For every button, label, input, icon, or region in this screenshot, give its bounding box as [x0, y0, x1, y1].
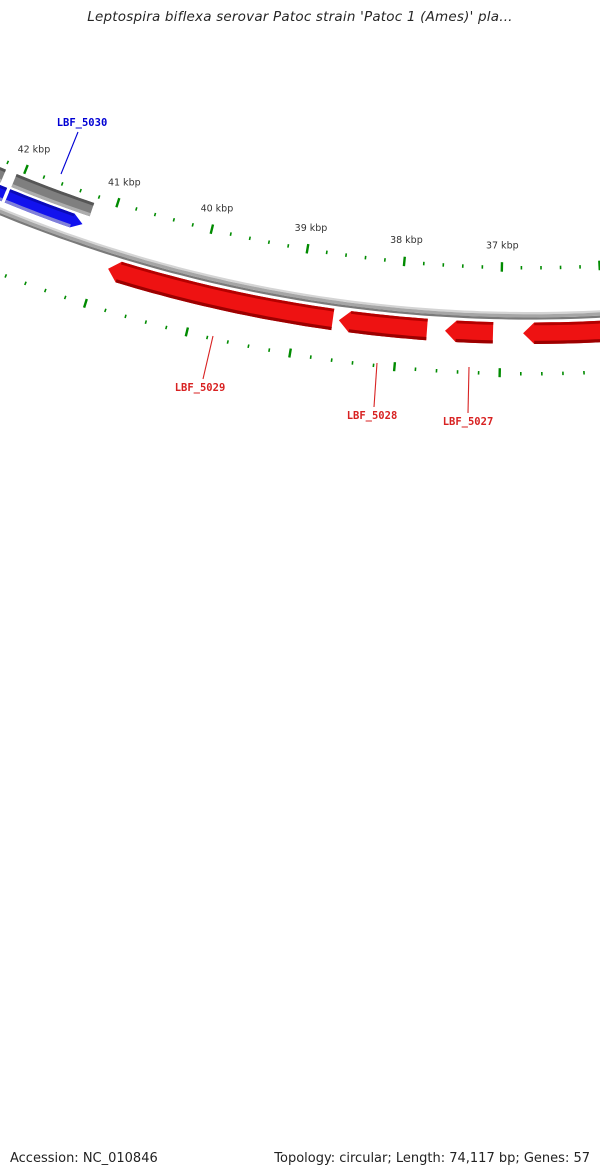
leader-line-LBF_5027 — [468, 367, 469, 413]
ruler-tick — [145, 320, 146, 323]
ruler-label-41kbp: 41 kbp — [108, 177, 141, 188]
ruler-tick — [43, 175, 44, 178]
gene-arrow-top-bevel — [0, 148, 6, 172]
leader-line-LBF_5030 — [61, 132, 78, 174]
ruler-tick — [65, 296, 66, 299]
ruler-tick — [173, 218, 174, 221]
ruler-tick — [5, 274, 6, 277]
topology-text: Topology: circular; Length: 74,117 bp; G… — [274, 1151, 590, 1166]
ruler-tick — [394, 362, 395, 371]
ruler-tick — [289, 349, 291, 358]
ruler-label-39kbp: 39 kbp — [295, 223, 328, 234]
ruler-tick — [207, 336, 208, 339]
ruler-tick — [25, 282, 26, 285]
leader-line-LBF_5029 — [203, 336, 213, 379]
ruler-tick — [62, 182, 63, 185]
ruler-tick — [230, 232, 231, 235]
ruler-ticks-inner — [7, 161, 600, 272]
ruler-tick — [327, 251, 328, 255]
ruler-tick — [166, 326, 167, 329]
status-bar: Accession: NC_010846 Topology: circular;… — [0, 574, 600, 600]
ruler-tick — [211, 225, 213, 234]
gene-label-LBF_5029[interactable]: LBF_5029 — [175, 382, 226, 394]
ruler-tick — [307, 244, 309, 253]
circular-genome-map[interactable]: 42 kbp 41 kbp 40 kbp 39 kbp 38 kbp 37 kbp LBF_… — [0, 0, 600, 600]
ruler-label-40kbp: 40 kbp — [201, 204, 234, 215]
leader-line-LBF_5028 — [374, 363, 377, 407]
ruler-tick — [192, 223, 193, 226]
ruler-tick — [99, 195, 100, 198]
ruler-tick — [227, 340, 228, 343]
ruler-tick — [45, 289, 46, 292]
ruler-tick — [331, 358, 332, 362]
ruler-tick — [346, 253, 347, 257]
ruler-tick — [311, 355, 312, 359]
ruler-tick — [250, 237, 251, 240]
ruler-tick — [155, 213, 156, 216]
ruler-tick — [116, 198, 119, 207]
ruler-tick — [7, 161, 8, 164]
ruler-tick — [125, 315, 126, 318]
accession-text: Accession: NC_010846 — [10, 1151, 158, 1166]
ruler-tick — [80, 189, 81, 192]
ruler-tick — [186, 328, 188, 337]
gene-feature-LBF_5027[interactable] — [445, 321, 493, 344]
ruler-label-37kbp: 37 kbp — [486, 241, 519, 252]
gene-label-LBF_5027[interactable]: LBF_5027 — [443, 416, 494, 428]
gene-feature-red-gene-clipped-right[interactable] — [523, 320, 600, 344]
ruler-label-38kbp: 38 kbp — [390, 235, 423, 246]
ruler-tick — [288, 244, 289, 247]
gene-arrow-body[interactable] — [0, 148, 6, 183]
ruler-tick — [136, 207, 137, 210]
ruler-tick — [404, 257, 405, 266]
gene-feature-LBF_5028[interactable] — [339, 311, 428, 340]
ruler-tick — [105, 309, 106, 312]
gene-label-LBF_5030[interactable]: LBF_5030 — [57, 117, 108, 129]
ruler-tick — [269, 241, 270, 244]
ruler-label-42kbp: 42 kbp — [18, 145, 51, 156]
ruler-tick — [24, 165, 28, 174]
gene-feature-gray-gene-clipped-left[interactable] — [0, 148, 6, 183]
ruler-tick — [84, 299, 87, 308]
ruler-tick — [248, 345, 249, 348]
backbone-stripe — [0, 200, 600, 320]
ruler-tick — [269, 348, 270, 352]
gene-label-LBF_5028[interactable]: LBF_5028 — [347, 410, 398, 422]
ruler-ticks-outer — [5, 274, 600, 377]
